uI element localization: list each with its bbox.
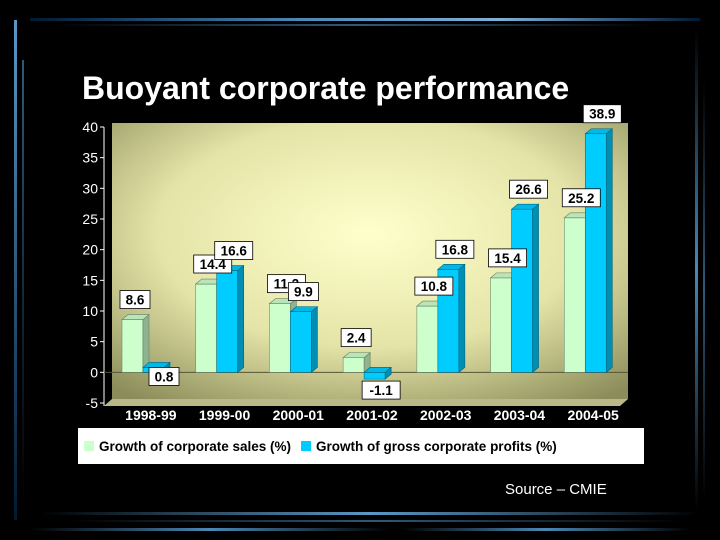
legend-item-sales: Growth of corporate sales (%) bbox=[84, 439, 291, 454]
data-label-profits: 0.8 bbox=[155, 369, 174, 384]
frame-line-bottom bbox=[40, 512, 700, 515]
chart-legend: Growth of corporate sales (%) Growth of … bbox=[78, 428, 644, 464]
y-tick-label: 25 bbox=[82, 211, 98, 227]
frame-line-bottom-4 bbox=[400, 528, 690, 531]
data-label-sales: 10.8 bbox=[421, 279, 448, 294]
data-label-sales: 14.4 bbox=[200, 257, 227, 272]
bar-profits bbox=[511, 208, 533, 373]
frame-line-left-2 bbox=[22, 60, 24, 500]
data-label-profits: 9.9 bbox=[294, 285, 313, 300]
bar-side-profits bbox=[532, 203, 539, 373]
bar-sales bbox=[195, 283, 218, 373]
frame-line-top-2 bbox=[55, 24, 655, 26]
data-label-box-sales bbox=[340, 328, 372, 348]
legend-label-profits: Growth of gross corporate profits (%) bbox=[316, 438, 557, 454]
data-label-profits: 26.6 bbox=[515, 182, 542, 197]
plot-floor bbox=[104, 399, 628, 406]
bar-top-profits bbox=[289, 306, 319, 312]
bar-top-sales bbox=[121, 314, 150, 320]
frame-line-right bbox=[695, 30, 698, 510]
y-tick-label: 40 bbox=[82, 119, 98, 135]
x-tick-label: 1999-00 bbox=[199, 407, 251, 423]
frame-line-top bbox=[30, 18, 700, 21]
bar-sales bbox=[490, 277, 512, 373]
y-tick-label: -5 bbox=[86, 395, 99, 411]
data-label-box-profits bbox=[582, 104, 622, 124]
bar-sales bbox=[342, 357, 365, 373]
bar-sales bbox=[416, 305, 439, 373]
y-tick-label: 20 bbox=[82, 242, 98, 258]
data-label-sales: 15.4 bbox=[494, 251, 521, 266]
frame-line-right-2 bbox=[703, 80, 705, 500]
x-tick-label: 2002-03 bbox=[420, 407, 472, 423]
bar-sales bbox=[269, 303, 291, 373]
bar-side-profits bbox=[458, 263, 466, 373]
data-label-box-profits bbox=[509, 179, 548, 199]
legend-swatch-sales bbox=[84, 441, 94, 451]
x-tick-label: 2003-04 bbox=[494, 407, 546, 423]
y-tick-label: 0 bbox=[90, 364, 98, 380]
data-label-sales: 25.2 bbox=[568, 191, 594, 206]
x-tick-label: 2001-02 bbox=[346, 407, 398, 423]
data-label-profits: 16.8 bbox=[442, 242, 469, 257]
data-label-box-profits bbox=[214, 241, 254, 260]
bar-top-profits bbox=[510, 203, 540, 210]
legend-label-sales: Growth of corporate sales (%) bbox=[99, 438, 292, 454]
frame-line-bottom-3 bbox=[30, 528, 390, 531]
y-tick-label: 10 bbox=[82, 303, 98, 319]
bar-top-profits bbox=[437, 263, 466, 270]
data-label-box-sales bbox=[414, 276, 454, 296]
data-label-sales: 8.6 bbox=[126, 293, 145, 308]
x-tick-label: 2000-01 bbox=[273, 407, 325, 423]
data-label-box-profits bbox=[148, 367, 180, 386]
data-label-box-profits bbox=[435, 239, 475, 259]
bar-top-sales bbox=[342, 352, 371, 358]
slide-title: Buoyant corporate performance bbox=[82, 70, 570, 106]
data-label-box-sales bbox=[561, 188, 601, 208]
data-label-profits: -1.1 bbox=[370, 383, 394, 398]
x-tick-label: 2004-05 bbox=[567, 407, 619, 423]
legend-swatch-profits bbox=[301, 441, 312, 451]
x-tick-label: 1998-99 bbox=[125, 407, 177, 423]
bar-sales bbox=[563, 217, 586, 373]
frame-line-left bbox=[14, 20, 17, 520]
data-label-sales: 2.4 bbox=[347, 331, 366, 346]
y-tick-label: 5 bbox=[90, 334, 98, 350]
bar-sales bbox=[121, 319, 144, 373]
bar-profits bbox=[290, 311, 312, 373]
data-label-profits: 16.6 bbox=[221, 244, 248, 259]
frame-line-bottom-2 bbox=[70, 520, 680, 522]
data-label-box-profits bbox=[361, 380, 401, 400]
source-note: Source – CMIE bbox=[505, 481, 607, 498]
y-tick-label: 15 bbox=[82, 272, 98, 288]
data-label-box-sales bbox=[488, 248, 527, 268]
bar-side-profits bbox=[237, 264, 245, 373]
bar-profits bbox=[584, 133, 607, 373]
bar-top-profits bbox=[363, 367, 392, 373]
bar-top-profits bbox=[584, 128, 614, 135]
bar-profits bbox=[363, 372, 386, 380]
bar-side-profits bbox=[311, 305, 318, 373]
data-label-profits: 38.9 bbox=[589, 107, 615, 122]
data-label-box-sales bbox=[119, 290, 151, 309]
bar-profits bbox=[216, 270, 239, 373]
bar-side-profits bbox=[605, 128, 613, 373]
y-tick-label: 35 bbox=[82, 150, 98, 166]
y-tick-label: 30 bbox=[82, 180, 98, 196]
legend-item-profits: Growth of gross corporate profits (%) bbox=[301, 439, 557, 454]
data-label-box-profits bbox=[288, 282, 319, 302]
